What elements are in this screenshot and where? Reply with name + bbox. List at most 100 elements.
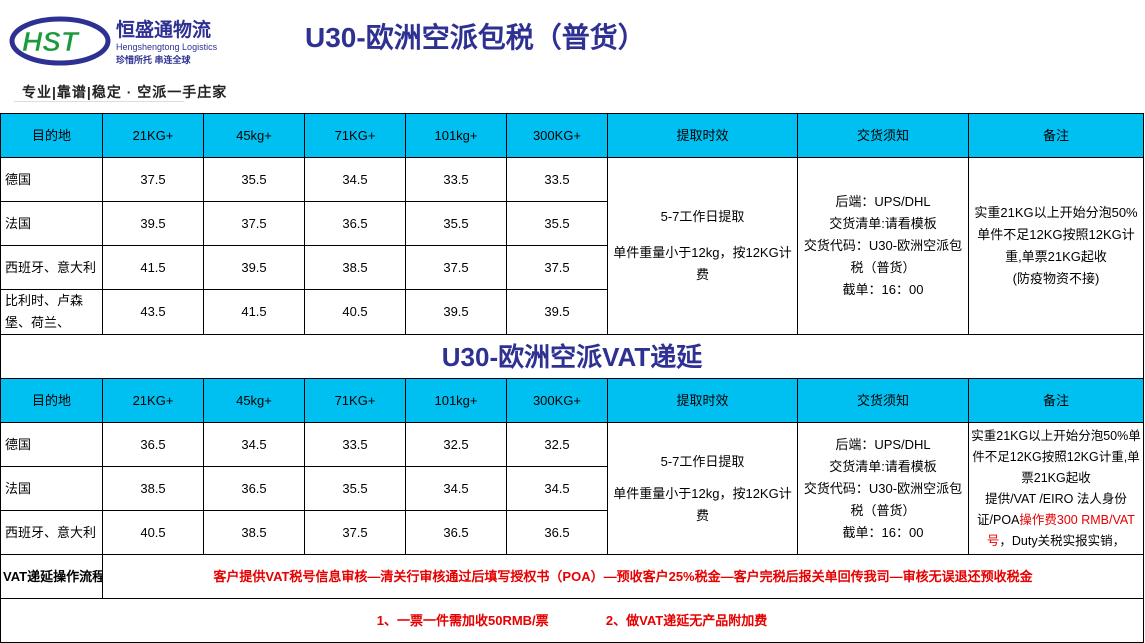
delivery-line: 截单：16：00 (842, 282, 924, 297)
column-header: 101kg+ (405, 113, 507, 158)
price-cell: 35.5 (304, 466, 406, 511)
price-cell: 39.5 (506, 289, 608, 335)
price-cell: 35.5 (203, 157, 305, 202)
destination-cell: 比利时、卢森堡、荷兰、 (0, 289, 103, 335)
remark-cell: 实重21KG以上开始分泡50%单件不足12KG按照12KG计重,单票21KG起收… (968, 422, 1144, 555)
price-cell: 36.5 (304, 201, 406, 246)
price-cell: 43.5 (102, 289, 204, 335)
price-cell: 40.5 (102, 510, 204, 555)
logo-mark: HST (22, 26, 81, 57)
column-header: 21KG+ (102, 378, 204, 423)
column-header: 提取时效 (607, 113, 798, 158)
price-cell: 32.5 (405, 422, 507, 467)
price-cell: 39.5 (203, 245, 305, 290)
column-header: 目的地 (0, 378, 103, 423)
timing-line-1: 5-7工作日提取 (660, 209, 745, 224)
flow-label: VAT递延操作流程 (0, 554, 103, 599)
price-cell: 36.5 (506, 510, 608, 555)
column-header: 备注 (968, 113, 1144, 158)
price-cell: 38.5 (304, 245, 406, 290)
remark-line: ，Duty关税实报实销， (999, 533, 1126, 548)
timing-line-1: 5-7工作日提取 (660, 453, 745, 469)
column-header: 21KG+ (102, 113, 204, 158)
price-cell: 39.5 (102, 201, 204, 246)
column-header: 101kg+ (405, 378, 507, 423)
timing-cell: 5-7工作日提取单件重量小于12kg，按12KG计费 (607, 157, 798, 335)
logo-motto: 珍惜所托 串连全球 (116, 54, 192, 65)
price-cell: 40.5 (304, 289, 406, 335)
destination-cell: 西班牙、意大利 (0, 510, 103, 555)
delivery-line: 交货代码：U30-欧洲空派包税（普货） (803, 238, 963, 275)
price-cell: 36.5 (405, 510, 507, 555)
remark-line: 实重21KG以上开始分泡50%单件不足12KG按照12KG计重,单票21KG起收 (974, 205, 1138, 264)
price-cell: 35.5 (506, 201, 608, 246)
section-title: U30-欧洲空派VAT递延 (0, 334, 1144, 379)
table-row: 比利时、卢森堡、荷兰、 43.5 41.5 40.5 39.5 39.5 (0, 289, 1144, 335)
notes: 1、一票一件需加收50RMB/票 2、做VAT递延无产品附加费 (0, 598, 1144, 643)
price-cell: 35.5 (405, 201, 507, 246)
delivery-line: 后端：UPS/DHL (835, 436, 931, 452)
column-header: 提取时效 (607, 378, 798, 423)
logo-en: Hengshengtong Logistics (116, 42, 218, 52)
destination-cell: 法国 (0, 201, 103, 246)
price-cell: 41.5 (102, 245, 204, 290)
flow-text: 客户提供VAT税号信息审核—清关行审核通过后填写授权书（POA）—预收客户25%… (102, 554, 1144, 599)
price-cell: 37.5 (506, 245, 608, 290)
page-title: U30-欧洲空派包税（普货） (305, 22, 646, 53)
price-cell: 36.5 (102, 422, 204, 467)
table-row: 德国 36.5 34.5 33.5 32.5 32.5 5-7工作日提取 单件重量小于12kg… (0, 422, 1144, 555)
timing-line-2: 单件重量小于12kg，按12KG计费 (613, 245, 792, 282)
delivery-cell: 后端：UPS/DHL 交货清单:请看模板交货代码：U30-欧洲空派包税（普货） 截单… (797, 422, 969, 555)
column-header: 目的地 (0, 113, 103, 158)
delivery-line: 截单：16：00 (842, 524, 924, 540)
column-header: 交货须知 (797, 378, 969, 423)
price-cell: 33.5 (506, 157, 608, 202)
destination-cell: 法国 (0, 466, 103, 511)
price-cell: 34.5 (203, 422, 305, 467)
destination-cell: 西班牙、意大利 (0, 245, 103, 290)
remark-cell: 实重21KG以上开始分泡50%单件不足12KG按照12KG计重,单票21KG起收… (968, 157, 1144, 335)
column-header: 交货须知 (797, 113, 969, 158)
divider (14, 101, 184, 102)
price-cell: 37.5 (304, 510, 406, 555)
column-header: 300KG+ (506, 378, 608, 423)
price-cell: 34.5 (304, 157, 406, 202)
price-table: 目的地 21KG+ 45kg+ 71KG+ 101kg+ 300KG+ 提取时效 交货须知 备注… (0, 113, 1144, 643)
delivery-line: 交货清单:请看模板 (829, 458, 937, 474)
price-cell: 37.5 (405, 245, 507, 290)
price-cell: 37.5 (102, 157, 204, 202)
table-header-1: 目的地 21KG+ 45kg+ 71KG+ 101kg+ 300KG+ 提取时效 交货须知 备注 (0, 113, 1144, 158)
price-cell: 39.5 (405, 289, 507, 335)
column-header: 45kg+ (203, 113, 305, 158)
price-cell: 36.5 (203, 466, 305, 511)
column-header: 备注 (968, 378, 1144, 423)
remark-line: (防疫物资不接) (1012, 271, 1100, 286)
remark-fee: 操作费300 RMB/VAT号 (986, 512, 1135, 548)
table-row: 西班牙、意大利 40.5 38.5 37.5 36.5 36.5 (0, 510, 1144, 555)
remark-line: 实重21KG以上开始分泡50%单件不足12KG按照12KG计重,单票21KG起收 (971, 428, 1141, 485)
column-header: 71KG+ (304, 378, 406, 423)
slogan: 专业|靠谱|稳定 · 空派一手庄家 (22, 84, 228, 100)
destination-cell: 德国 (0, 157, 103, 202)
note-2: 2、做VAT递延无产品附加费 (605, 612, 768, 628)
column-header: 300KG+ (506, 113, 608, 158)
column-header: 71KG+ (304, 113, 406, 158)
price-cell: 37.5 (203, 201, 305, 246)
logo-cn: 恒盛通物流 (116, 18, 211, 41)
price-cell: 38.5 (203, 510, 305, 555)
timing-cell: 5-7工作日提取 单件重量小于12kg，按12KG计费 (607, 422, 798, 555)
delivery-line: 交货代码：U30-欧洲空派包税（普货） (803, 480, 963, 518)
price-cell: 33.5 (304, 422, 406, 467)
destination-cell: 德国 (0, 422, 103, 467)
delivery-line: 后端：UPS/DHL (835, 194, 931, 209)
price-cell: 41.5 (203, 289, 305, 335)
column-header: 45kg+ (203, 378, 305, 423)
table-row: 法国 39.5 37.5 36.5 35.5 35.5 (0, 201, 1144, 246)
remark-line: 提供/VAT /EIRO 法人身份证/POA (977, 491, 1127, 527)
table-header-2: 目的地 21KG+ 45kg+ 71KG+ 101kg+ 300KG+ 提取时效 交货须知 备注 (0, 378, 1144, 423)
note-1: 1、一票一件需加收50RMB/票 (376, 612, 549, 628)
section-title-row: U30-欧洲空派VAT递延 (0, 334, 1144, 379)
notes-row: 1、一票一件需加收50RMB/票 2、做VAT递延无产品附加费 (0, 598, 1144, 643)
price-cell: 33.5 (405, 157, 507, 202)
table-row: 西班牙、意大利 41.5 39.5 38.5 37.5 37.5 (0, 245, 1144, 290)
